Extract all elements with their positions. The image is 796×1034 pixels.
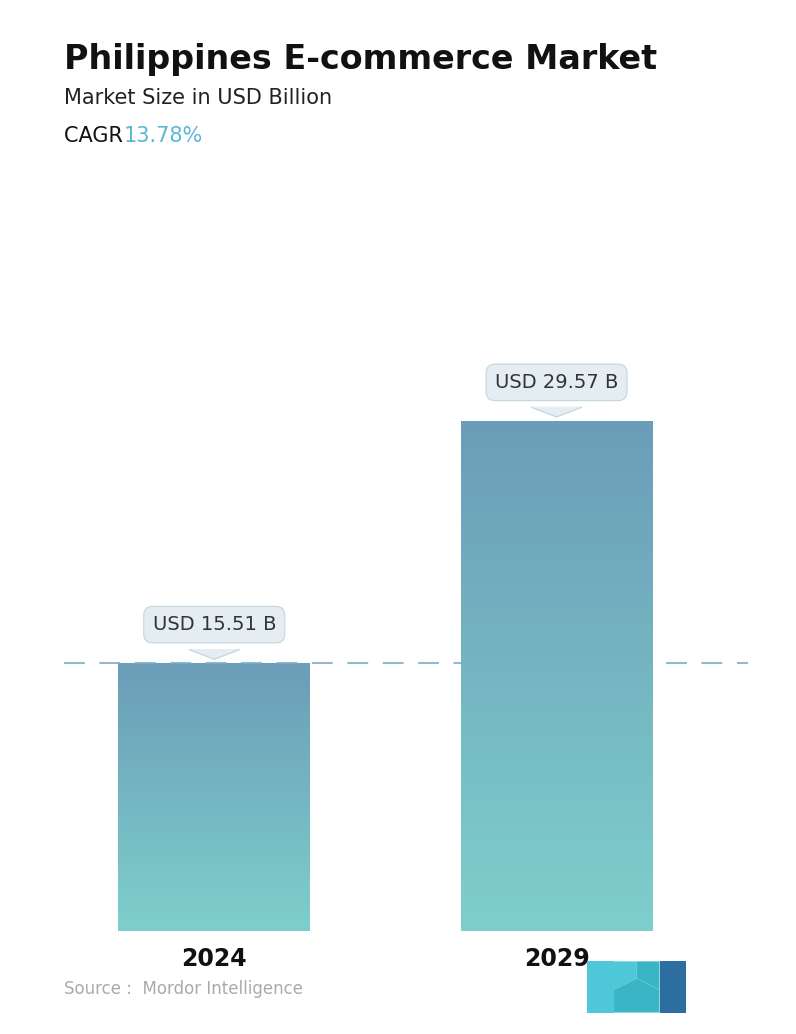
Text: Source :  Mordor Intelligence: Source : Mordor Intelligence: [64, 980, 302, 998]
Polygon shape: [189, 649, 240, 660]
Polygon shape: [532, 407, 582, 417]
Polygon shape: [614, 978, 660, 1012]
Text: USD 29.57 B: USD 29.57 B: [495, 373, 618, 392]
Polygon shape: [637, 962, 660, 990]
Text: CAGR: CAGR: [64, 126, 136, 146]
Text: Market Size in USD Billion: Market Size in USD Billion: [64, 88, 332, 108]
Polygon shape: [660, 962, 686, 1012]
Polygon shape: [614, 962, 637, 990]
Text: 13.78%: 13.78%: [123, 126, 203, 146]
Polygon shape: [587, 962, 614, 1012]
Text: USD 15.51 B: USD 15.51 B: [153, 615, 276, 634]
Text: Philippines E-commerce Market: Philippines E-commerce Market: [64, 43, 657, 77]
